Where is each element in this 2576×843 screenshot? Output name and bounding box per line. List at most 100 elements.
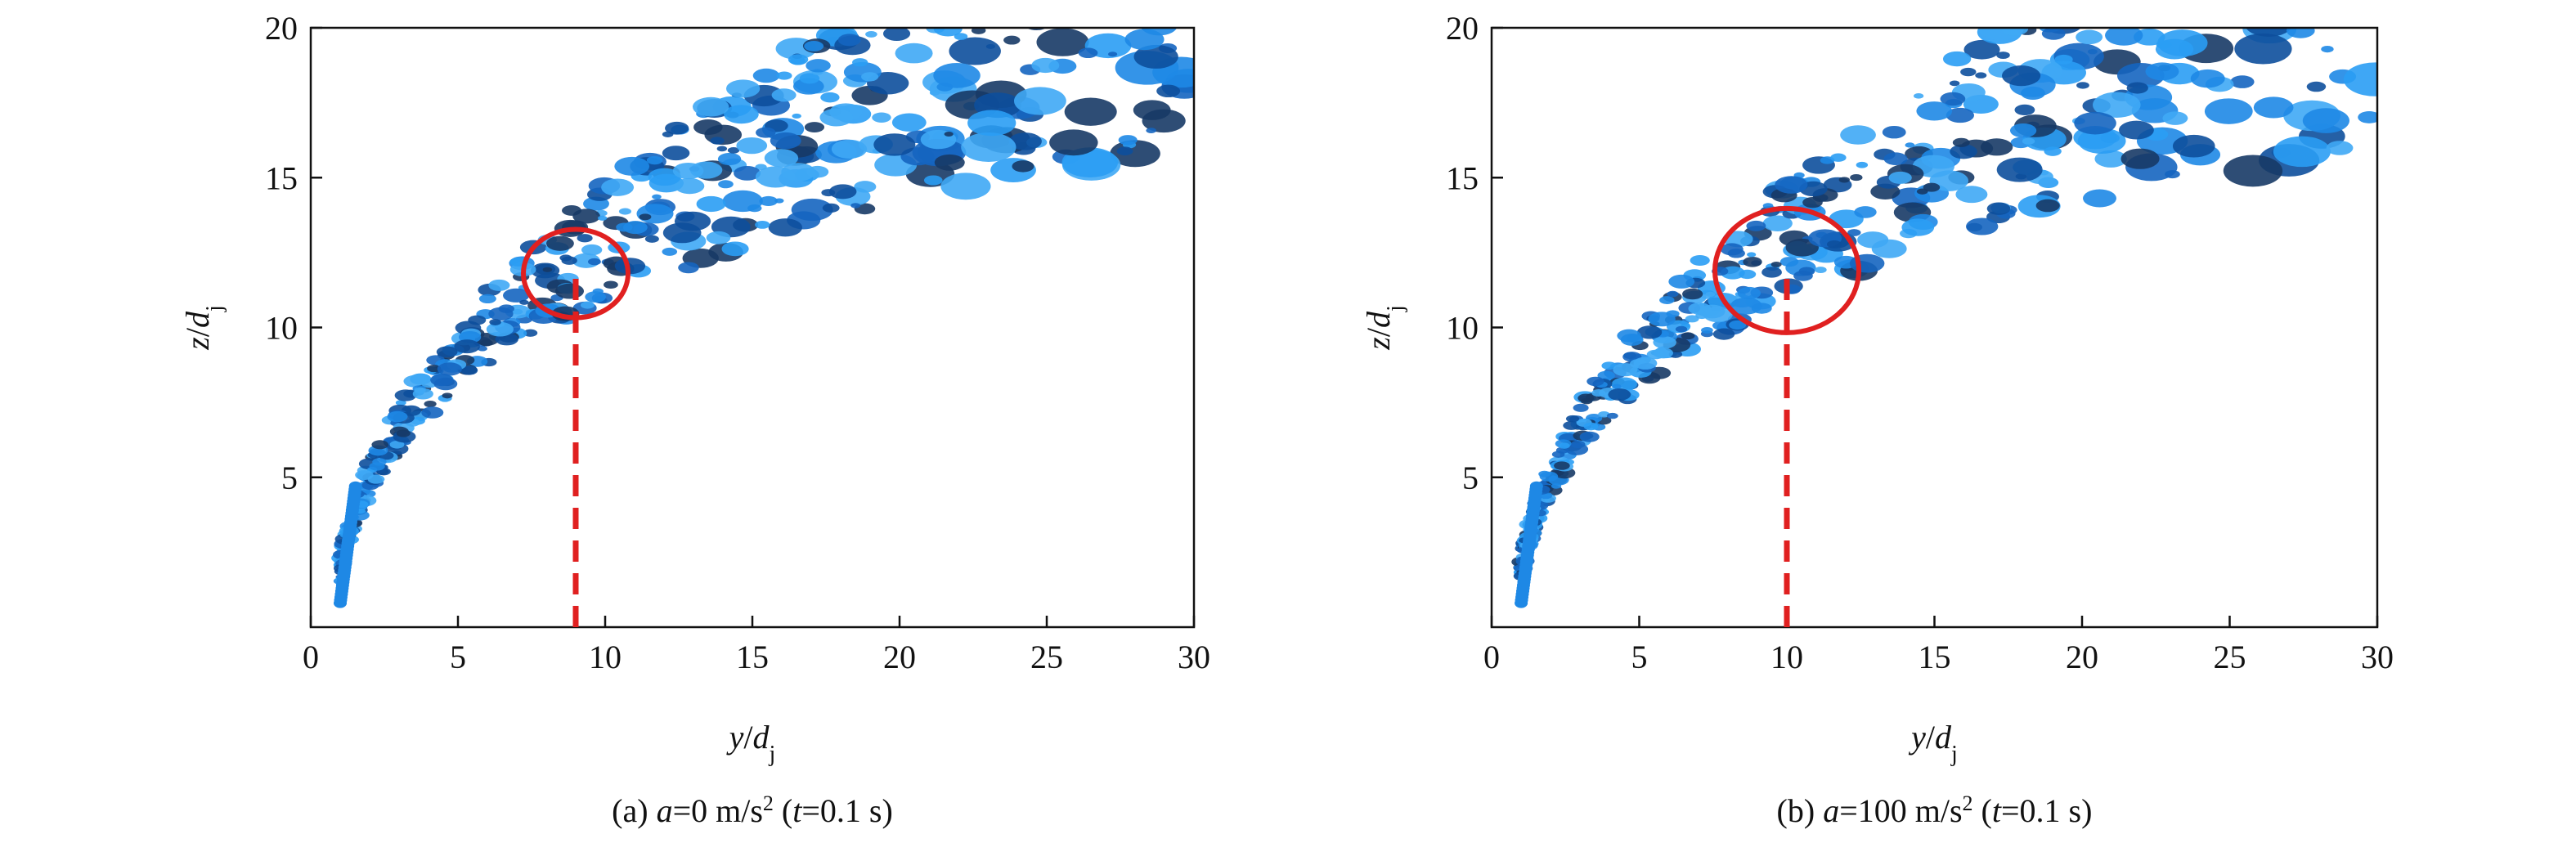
droplet xyxy=(998,0,1030,9)
droplet xyxy=(1633,356,1658,370)
droplets xyxy=(1511,0,2377,608)
droplet xyxy=(1942,51,1972,67)
droplet xyxy=(2230,1,2258,16)
droplet xyxy=(1049,129,1098,156)
droplet xyxy=(1703,306,1733,323)
droplet xyxy=(693,119,723,136)
droplet xyxy=(2204,98,2253,124)
droplet xyxy=(367,474,385,484)
droplet xyxy=(2041,28,2066,40)
droplet xyxy=(430,374,454,387)
droplet xyxy=(2107,0,2160,15)
droplet xyxy=(1730,297,1762,315)
droplet xyxy=(799,73,820,84)
droplet xyxy=(2143,0,2189,5)
droplet xyxy=(2044,146,2062,156)
droplet xyxy=(1116,146,1133,156)
droplet xyxy=(725,79,761,98)
droplet xyxy=(768,218,803,237)
droplet xyxy=(1952,137,1970,147)
droplet xyxy=(875,0,904,4)
x-tick-label: 10 xyxy=(1770,639,1803,675)
droplet xyxy=(837,34,861,47)
droplet xyxy=(2223,155,2283,187)
droplet xyxy=(371,440,388,450)
droplet xyxy=(1012,160,1034,173)
droplet xyxy=(597,215,608,221)
droplet xyxy=(1986,202,2011,215)
droplet xyxy=(820,92,840,103)
droplet xyxy=(1118,135,1138,146)
droplet xyxy=(1601,361,1617,370)
droplet xyxy=(1078,47,1098,59)
droplet xyxy=(1940,92,1966,106)
label-part: z xyxy=(1360,337,1397,351)
droplet xyxy=(1826,240,1842,249)
droplet xyxy=(1150,0,1171,9)
droplet xyxy=(1142,109,1186,133)
label-part: j xyxy=(1383,305,1408,312)
droplet xyxy=(949,37,1001,65)
droplet xyxy=(675,177,705,195)
droplet xyxy=(971,16,981,22)
droplet xyxy=(1064,97,1117,126)
droplet xyxy=(587,258,601,266)
droplet xyxy=(672,162,704,180)
droplet xyxy=(706,231,731,244)
x-tick-label: 15 xyxy=(736,639,769,675)
droplet xyxy=(1143,28,1160,29)
y-axis-label: z/dj xyxy=(1360,305,1408,350)
droplet xyxy=(2103,17,2121,28)
droplet xyxy=(1612,383,1622,389)
droplet xyxy=(1960,67,1977,77)
y-tick-label: 20 xyxy=(265,10,298,47)
label-part: d xyxy=(1935,719,1952,756)
droplet xyxy=(436,346,458,358)
marker-circle xyxy=(1712,205,1861,335)
droplet xyxy=(1856,161,1869,168)
droplet xyxy=(639,213,652,221)
droplet xyxy=(961,132,1016,163)
droplet xyxy=(1110,0,1151,3)
droplet xyxy=(1838,177,1850,183)
droplet xyxy=(1950,144,1977,159)
droplet xyxy=(1667,290,1679,298)
droplet xyxy=(1613,363,1638,377)
droplet xyxy=(721,241,749,257)
droplet xyxy=(1916,101,1953,121)
droplet xyxy=(1019,0,1061,2)
droplet xyxy=(759,195,778,206)
label-part: / xyxy=(1926,719,1936,756)
droplet xyxy=(2172,134,2215,158)
droplet xyxy=(395,400,406,406)
droplet xyxy=(2202,0,2260,22)
droplet xyxy=(1705,291,1716,298)
droplet xyxy=(900,6,938,26)
droplet xyxy=(1975,72,1987,78)
droplet xyxy=(933,62,981,88)
droplet xyxy=(2297,0,2324,5)
droplet xyxy=(580,301,595,309)
droplet xyxy=(503,288,530,303)
droplet xyxy=(614,156,650,176)
droplet xyxy=(895,43,933,64)
droplet xyxy=(387,410,408,423)
droplet xyxy=(852,58,868,67)
droplet xyxy=(2094,150,2127,168)
droplet xyxy=(488,279,510,291)
droplet xyxy=(1854,206,1877,218)
caption: (a) a=0 m/s2 (t=0.1 s) xyxy=(612,791,893,830)
y-tick-label: 5 xyxy=(1462,460,1479,496)
caption-part: ( xyxy=(774,792,792,829)
droplet xyxy=(442,392,453,399)
droplet xyxy=(940,173,991,200)
caption-part: t xyxy=(792,792,802,829)
droplet xyxy=(1031,57,1060,74)
droplet xyxy=(1871,239,1907,258)
droplet xyxy=(1107,52,1118,57)
y-tick-label: 10 xyxy=(265,310,298,347)
droplet xyxy=(1124,29,1165,51)
droplet xyxy=(604,280,618,289)
droplet xyxy=(1157,0,1182,8)
